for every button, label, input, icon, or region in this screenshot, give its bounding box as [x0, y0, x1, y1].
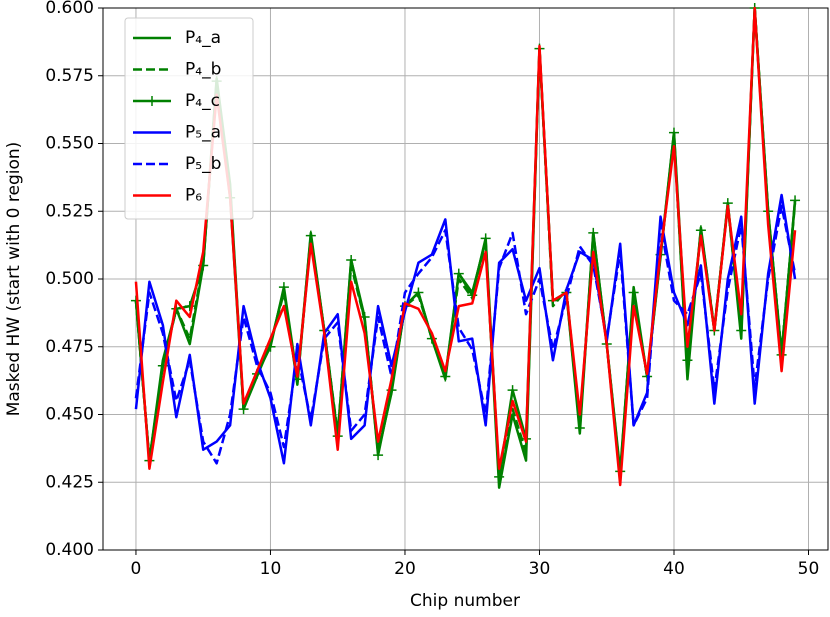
x-axis-label: Chip number: [410, 591, 520, 611]
point-marker: [790, 195, 801, 206]
point-marker: [373, 450, 384, 461]
point-marker: [346, 255, 357, 266]
point-marker: [480, 233, 491, 244]
x-tick-label: 0: [131, 559, 142, 579]
legend-label: P₅_b: [185, 154, 221, 174]
y-tick-label: 0.600: [45, 0, 94, 18]
plot-frame: [102, 7, 829, 551]
point-marker: [695, 225, 706, 236]
legend-label: P₄_a: [185, 28, 221, 48]
x-tick-label: 20: [394, 559, 416, 579]
series-line: [134, 193, 797, 465]
point-marker: [574, 423, 585, 434]
legend-label: P₄_c: [185, 91, 220, 111]
x-tick-label: 30: [529, 559, 551, 579]
series-line: [134, 6, 797, 487]
point-marker: [440, 371, 451, 382]
legend-label: P₄_b: [185, 60, 221, 80]
point-marker: [588, 227, 599, 238]
point-marker: [507, 385, 518, 396]
y-tick-label: 0.425: [45, 472, 94, 492]
point-marker: [453, 268, 464, 279]
legend-box: [124, 17, 254, 220]
point-marker: [668, 127, 679, 138]
point-marker: [278, 282, 289, 293]
y-tick-label: 0.500: [45, 269, 94, 289]
x-tick-label: 40: [663, 559, 685, 579]
y-tick-label: 0.475: [45, 337, 94, 357]
point-marker: [682, 355, 693, 366]
legend-label: P₅_a: [185, 123, 221, 143]
point-marker: [238, 404, 249, 415]
legend-label: P₆: [185, 186, 202, 206]
point-marker: [305, 230, 316, 241]
y-tick-label: 0.525: [45, 201, 94, 221]
y-tick-label: 0.450: [45, 405, 94, 425]
x-tick-label: 50: [798, 559, 820, 579]
y-tick-label: 0.400: [45, 540, 94, 560]
y-tick-label: 0.550: [45, 134, 94, 154]
point-marker: [413, 287, 424, 298]
point-marker: [628, 287, 639, 298]
y-tick-label: 0.575: [45, 66, 94, 86]
point-marker: [736, 325, 747, 336]
y-axis-label: Masked HW (start with 0 region): [4, 142, 24, 417]
x-tick-label: 10: [260, 559, 282, 579]
legend-marker: [147, 96, 157, 106]
point-marker: [494, 471, 505, 482]
